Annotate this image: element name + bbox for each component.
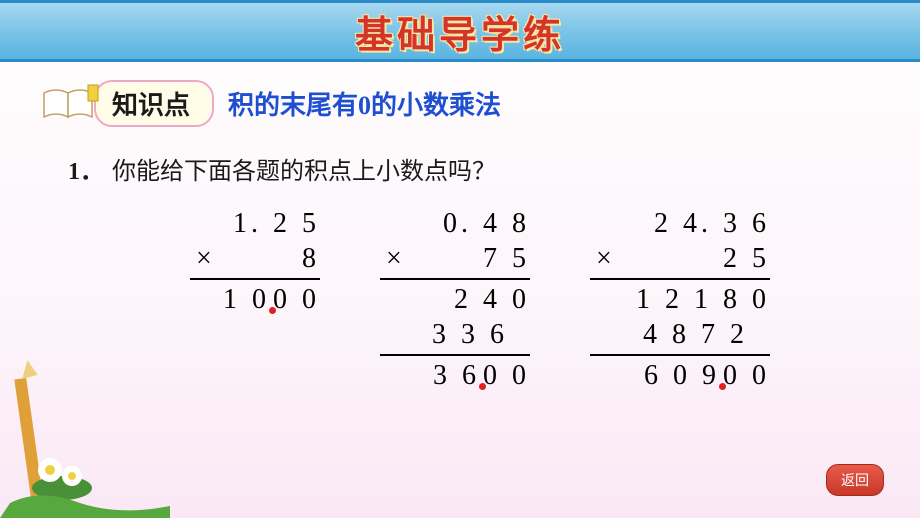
banner-title: 基础导学练 [355,4,565,59]
decimal-point-icon [479,383,486,390]
mult-sign-icon: × [590,241,612,276]
p1-top: 1. 2 5 [190,206,320,241]
knowledge-point-label: 知识点 [94,80,214,127]
p2-line2 [380,354,530,356]
p2-mult: 7 5 [483,241,530,276]
mult-sign-icon: × [380,241,402,276]
p1-mult-row: × 8 [190,241,320,276]
p3-partial1: 1 2 1 8 0 [590,282,770,317]
content-area: 知识点 积的末尾有0的小数乘法 1． 你能给下面各题的积点上小数点吗？ 1. 2 … [0,62,920,393]
p3-result: 6 0 90 0 [590,358,770,393]
p3-partial2: 4 8 7 2 [590,317,770,352]
book-icon [40,83,102,125]
p3-line2 [590,354,770,356]
p1-mult: 8 [302,241,320,276]
p3-mult: 2 5 [723,241,770,276]
p3-line1 [590,278,770,280]
p1-result: 1 00 0 [190,282,320,317]
problem-3: 2 4. 3 6 × 2 5 1 2 1 8 0 4 8 7 2 6 0 90 … [590,206,770,393]
p2-mult-row: × 7 5 [380,241,530,276]
back-button[interactable]: 返回 [826,464,884,496]
p1-line [190,278,320,280]
p2-line1 [380,278,530,280]
p2-result: 3 60 0 [380,358,530,393]
p2-partial2: 3 3 6 [380,317,530,352]
top-banner: 基础导学练 [0,0,920,62]
question-number: 1． [68,159,104,185]
knowledge-point-topic: 积的末尾有0的小数乘法 [228,85,501,122]
p3-top: 2 4. 3 6 [590,206,770,241]
decimal-point-icon [719,383,726,390]
corner-decoration [0,358,180,518]
knowledge-point-row: 知识点 积的末尾有0的小数乘法 [40,80,880,127]
p3-mult-row: × 2 5 [590,241,770,276]
question-body: 你能给下面各题的积点上小数点吗？ [112,159,496,185]
mult-sign-icon: × [190,241,212,276]
problems-container: 1. 2 5 × 8 1 00 0 0. 4 8 × 7 5 2 4 0 3 3… [80,206,880,393]
problem-2: 0. 4 8 × 7 5 2 4 0 3 3 6 3 60 0 [380,206,530,393]
question-text: 1． 你能给下面各题的积点上小数点吗？ [68,151,880,186]
decimal-point-icon [269,307,276,314]
p2-top: 0. 4 8 [380,206,530,241]
p2-partial1: 2 4 0 [380,282,530,317]
problem-1: 1. 2 5 × 8 1 00 0 [190,206,320,393]
